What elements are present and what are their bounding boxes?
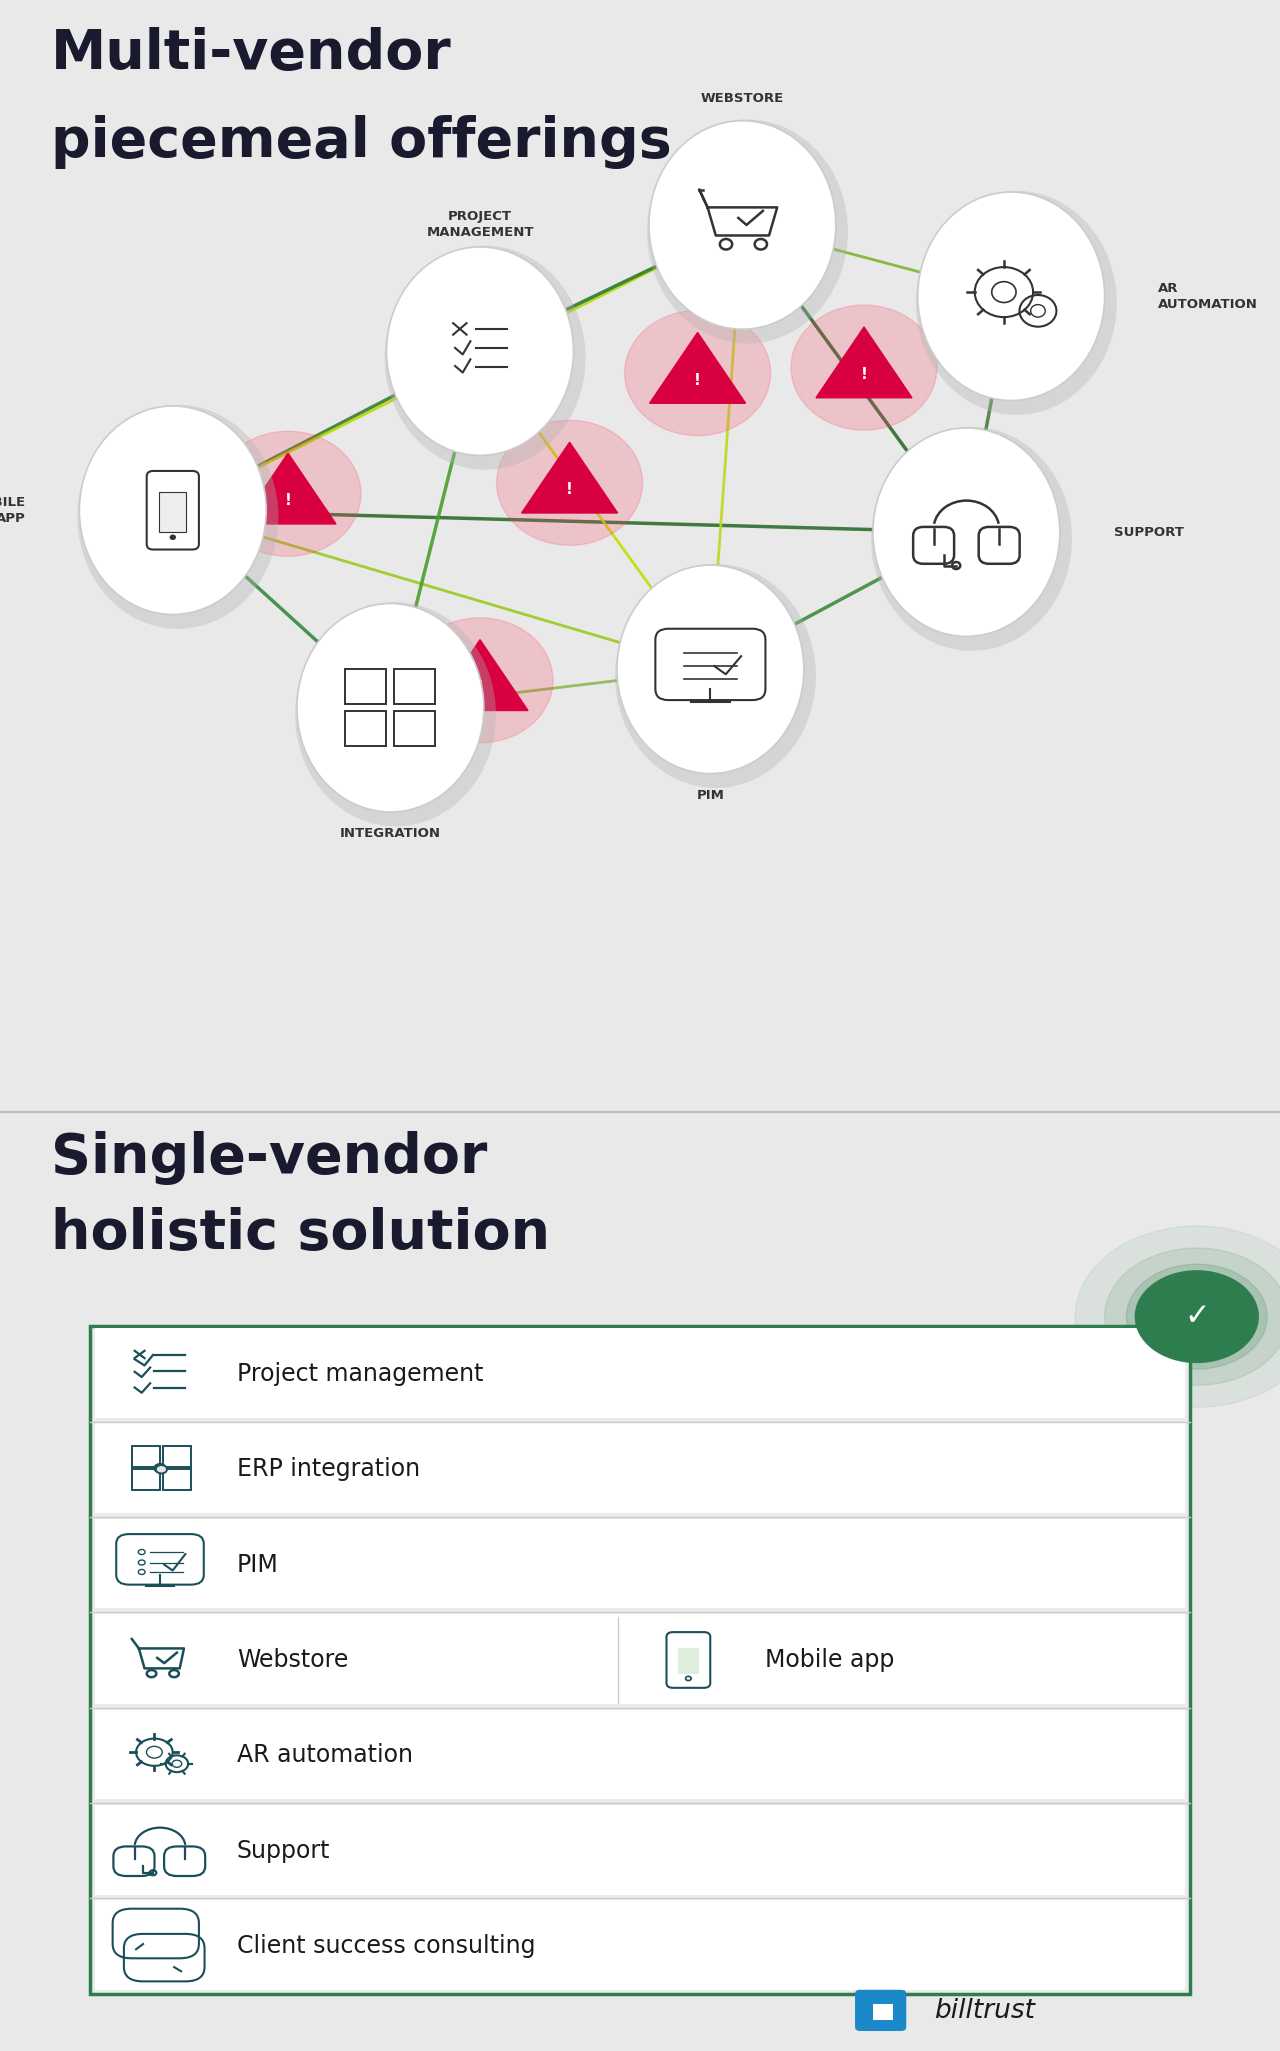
Circle shape [1105,1247,1280,1384]
Text: WEBSTORE: WEBSTORE [700,92,785,105]
Text: !: ! [284,494,292,509]
FancyBboxPatch shape [677,1649,699,1674]
Ellipse shape [387,246,573,455]
Text: !: ! [566,482,573,498]
Text: !: ! [694,373,701,388]
Text: !: ! [476,681,484,695]
Ellipse shape [297,603,484,812]
Text: PROJECT
MANAGEMENT: PROJECT MANAGEMENT [426,211,534,240]
Circle shape [1135,1272,1258,1362]
Ellipse shape [873,429,1060,636]
Text: Webstore: Webstore [237,1647,348,1672]
Text: piecemeal offerings: piecemeal offerings [51,115,672,170]
FancyBboxPatch shape [95,1901,1185,1989]
Ellipse shape [79,406,266,615]
Polygon shape [433,640,529,710]
Text: AR automation: AR automation [237,1743,412,1768]
Circle shape [407,617,553,742]
Text: ERP integration: ERP integration [237,1456,420,1481]
Text: Mobile app: Mobile app [765,1647,895,1672]
Text: SUPPORT: SUPPORT [1114,525,1184,539]
Circle shape [1075,1226,1280,1407]
Circle shape [625,310,771,435]
Ellipse shape [872,427,1071,650]
Text: Single-vendor: Single-vendor [51,1130,488,1185]
Circle shape [1126,1263,1267,1370]
Circle shape [156,1464,166,1473]
Ellipse shape [918,193,1105,400]
Circle shape [215,431,361,556]
Ellipse shape [649,121,836,328]
Text: AR
AUTOMATION: AR AUTOMATION [1158,281,1258,312]
Circle shape [155,1464,165,1473]
Ellipse shape [385,246,585,470]
Circle shape [169,535,177,539]
Polygon shape [650,332,745,404]
Ellipse shape [296,603,495,827]
Text: Project management: Project management [237,1362,484,1386]
Text: MOBILE
APP: MOBILE APP [0,496,26,525]
FancyBboxPatch shape [90,1327,1190,1994]
Polygon shape [817,326,911,398]
Ellipse shape [617,566,804,773]
Text: holistic solution: holistic solution [51,1206,550,1261]
Text: billtrust: billtrust [934,1998,1036,2024]
Circle shape [791,306,937,431]
Text: Client success consulting: Client success consulting [237,1934,535,1959]
Ellipse shape [78,404,278,630]
FancyBboxPatch shape [95,1520,1185,1608]
FancyBboxPatch shape [95,1329,1185,1417]
Circle shape [497,420,643,546]
FancyBboxPatch shape [873,2004,893,2020]
Ellipse shape [616,564,815,788]
Text: Multi-vendor: Multi-vendor [51,27,452,82]
Text: !: ! [860,367,868,381]
Text: PIM: PIM [237,1553,279,1577]
Polygon shape [522,443,618,513]
Text: ✓: ✓ [1184,1302,1210,1331]
Ellipse shape [648,119,847,345]
FancyBboxPatch shape [95,1423,1185,1514]
FancyBboxPatch shape [855,1989,906,2030]
FancyBboxPatch shape [95,1805,1185,1895]
FancyBboxPatch shape [95,1711,1185,1799]
Ellipse shape [916,191,1116,414]
FancyBboxPatch shape [95,1614,1185,1704]
Text: INTEGRATION: INTEGRATION [340,827,440,841]
FancyBboxPatch shape [159,492,187,531]
Text: Support: Support [237,1838,330,1862]
Text: PIM: PIM [696,790,724,802]
Polygon shape [241,453,335,523]
